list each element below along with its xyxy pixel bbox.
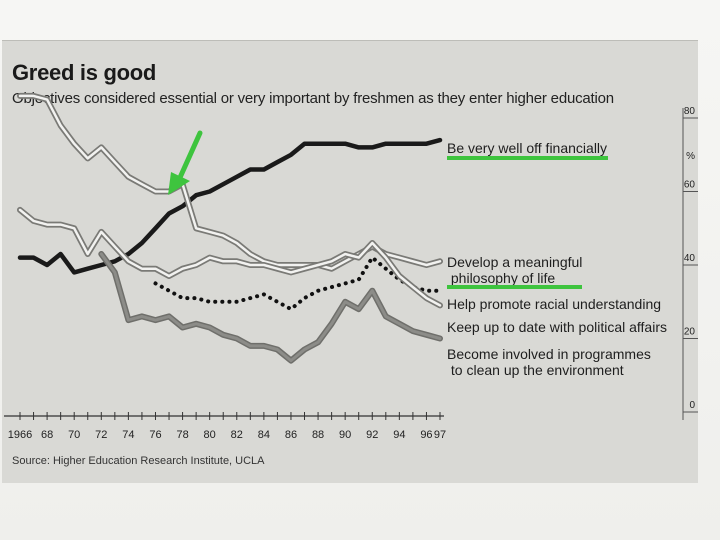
series-line-4 <box>98 251 443 364</box>
y-tick-label: 0 <box>689 400 695 411</box>
x-tick-label: 76 <box>149 429 161 441</box>
y-tick-label: 80 <box>684 106 696 117</box>
green-arrow-head <box>168 172 190 195</box>
x-axis: 1966 68 70 72 74 76 78 80 82 84 86 88 90 92 94 96 97 <box>4 412 446 441</box>
x-tick-label: 80 <box>204 429 216 441</box>
y-axis: 0 20 40 60 80% <box>682 106 698 420</box>
x-tick-label: 97 <box>434 429 446 441</box>
series-line-2 <box>153 255 442 312</box>
chart-subtitle: Objectives considered essential or very … <box>12 90 614 107</box>
series-path <box>18 208 442 307</box>
x-tick-label: 78 <box>176 429 188 441</box>
y-tick-label: 40 <box>684 253 696 264</box>
series-line-0 <box>17 137 443 275</box>
x-tick-label: 94 <box>393 429 405 441</box>
series-path <box>17 206 443 309</box>
x-tick-label: 92 <box>366 429 378 441</box>
series-label-line: Help promote racial understanding <box>447 296 661 312</box>
x-tick-label: 68 <box>41 429 53 441</box>
annotations <box>168 130 608 289</box>
x-tick-label: 90 <box>339 429 351 441</box>
series-label-4: Become involved in programmes to clean u… <box>447 346 651 378</box>
x-tick-label: 72 <box>95 429 107 441</box>
series-label-line: Develop a meaningful <box>447 254 582 270</box>
series-label-line: philosophy of life <box>447 270 555 286</box>
series-line-3 <box>17 206 443 309</box>
x-tick-label: 84 <box>258 429 270 441</box>
series-lines <box>17 92 443 364</box>
y-unit-label: % <box>686 151 695 162</box>
x-tick-label: 96 <box>420 429 432 441</box>
series-path <box>99 252 442 363</box>
green-arrow-shaft <box>175 130 203 185</box>
series-label-2: Help promote racial understanding <box>447 296 661 312</box>
series-path <box>153 255 442 312</box>
series-labels: Be very well off financially Develop a me… <box>447 140 667 378</box>
series-label-0: Be very well off financially <box>447 140 607 156</box>
series-label-line: to clean up the environment <box>447 362 624 378</box>
x-tick-label: 1966 <box>8 429 32 441</box>
x-tick-label: 74 <box>122 429 134 441</box>
x-tick-label: 88 <box>312 429 324 441</box>
x-tick-label: 86 <box>285 429 297 441</box>
series-label-line: Become involved in programmes <box>447 346 651 362</box>
y-tick-label: 60 <box>684 180 696 191</box>
y-tick-label: 20 <box>684 327 696 338</box>
series-path <box>17 137 443 275</box>
chart-title: Greed is good <box>12 60 157 85</box>
series-label-line: Keep up to date with political affairs <box>447 319 667 335</box>
x-tick-label: 82 <box>231 429 243 441</box>
series-label-1: Develop a meaningful philosophy of life <box>447 254 582 286</box>
series-label-line: Be very well off financially <box>447 140 607 156</box>
x-tick-label: 70 <box>68 429 80 441</box>
series-label-3: Keep up to date with political affairs <box>447 319 667 335</box>
source-note: Source: Higher Education Research Instit… <box>12 455 265 467</box>
